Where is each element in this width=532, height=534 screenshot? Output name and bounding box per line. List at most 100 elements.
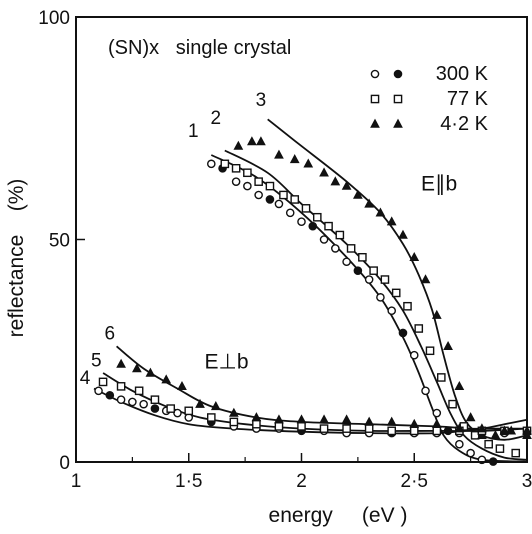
polarization-annotation: E∥b — [421, 173, 457, 196]
series-1-point — [398, 328, 408, 338]
series-2-point — [391, 288, 401, 298]
series-5-point — [134, 386, 144, 396]
series-6-point — [161, 374, 172, 384]
y-tick-label: 50 — [49, 231, 70, 252]
polarization-annotation: E⊥b — [205, 351, 249, 374]
series-1-point — [274, 199, 284, 209]
series-5-point — [206, 413, 216, 422]
series-1-point — [387, 306, 397, 316]
series-3-point — [420, 274, 431, 284]
series-2-point — [346, 244, 356, 253]
series-2-point — [511, 448, 521, 458]
series-1-point — [432, 408, 442, 418]
series-5-point — [116, 382, 126, 391]
legend-marker-open-circle — [370, 69, 380, 79]
series-6-point — [319, 414, 329, 424]
series-3-point — [330, 176, 341, 186]
legend-marker-open-square — [370, 94, 380, 104]
series-5-point — [409, 426, 419, 436]
series-3-point — [289, 154, 300, 164]
series-5-label: 5 — [91, 350, 102, 371]
series-4-point — [150, 404, 160, 413]
series-5-point — [342, 424, 351, 433]
y-tick-label: 100 — [38, 8, 70, 29]
series-2-point — [335, 230, 345, 240]
series-3-point — [398, 229, 408, 239]
series-6-point — [477, 423, 487, 433]
series-3-point — [341, 180, 352, 190]
series-3-point — [247, 136, 257, 146]
series-1-point — [421, 386, 430, 396]
series-3-point — [409, 251, 420, 261]
y-axis-label: reflectance (%) — [5, 179, 28, 338]
series-3-point — [256, 136, 266, 146]
series-2-point — [279, 190, 288, 200]
x-axis-label: energy (eV ) — [269, 504, 408, 527]
series-2-point — [448, 399, 457, 409]
legend-marker-dotted-square — [393, 94, 403, 104]
series-4-label: 4 — [80, 368, 91, 389]
series-2-point — [495, 444, 505, 453]
series-3-point — [386, 216, 397, 226]
x-tick-label: 2·5 — [401, 471, 428, 492]
series-6-point — [145, 367, 156, 377]
series-1-point — [364, 275, 374, 284]
series-2-point — [484, 439, 493, 449]
series-1-point — [254, 190, 263, 200]
series-3-point — [443, 340, 453, 350]
series-1-point — [319, 235, 329, 244]
series-3-point — [465, 412, 476, 422]
series-2-label: 2 — [211, 108, 222, 129]
series-1-point — [265, 195, 275, 204]
series-2-point — [220, 159, 230, 169]
series-6-point — [386, 416, 397, 426]
legend-label: 4·2 K — [440, 113, 488, 135]
series-5-point — [387, 426, 397, 436]
series-1-point — [297, 217, 306, 226]
series-2-point — [369, 266, 378, 275]
series-4-point — [94, 386, 103, 396]
chart-title: (SN)x single crystal — [108, 37, 291, 59]
series-2-point — [312, 212, 322, 222]
series-1-label: 1 — [188, 121, 199, 142]
series-1-point — [443, 426, 453, 436]
x-tick-label: 1 — [71, 471, 82, 492]
series-5-point — [98, 377, 108, 387]
series-2-point — [243, 168, 252, 178]
series-2-point — [265, 181, 275, 191]
series-1-point — [285, 208, 295, 218]
series-6-point — [499, 425, 510, 435]
series-2-point — [358, 252, 367, 262]
series-3-point — [454, 381, 465, 391]
x-tick-label: 3 — [522, 471, 532, 492]
series-3-point — [303, 158, 314, 168]
series-4-point — [128, 397, 137, 407]
series-3-point — [274, 149, 284, 159]
series-4-point — [173, 408, 182, 418]
series-1-point — [409, 350, 419, 360]
series-2-point — [437, 373, 446, 382]
series-6-point — [251, 412, 262, 422]
series-5-point — [166, 404, 176, 413]
series-3-point — [431, 309, 442, 319]
legend-marker-filled-triangle — [370, 118, 380, 128]
series-5-point — [184, 406, 194, 416]
series-4-point — [139, 399, 148, 409]
series-6-label: 6 — [105, 324, 116, 345]
series-3-point — [364, 198, 375, 208]
series-3-point — [490, 429, 501, 439]
legend-label: 77 K — [447, 88, 489, 110]
series-6-point — [116, 358, 126, 368]
series-3-point — [319, 167, 329, 177]
series-6-point — [431, 418, 442, 428]
series-5-point — [252, 419, 261, 429]
series-6-point — [274, 414, 284, 424]
series-2-point — [425, 346, 435, 356]
legend-marker-filled-circle — [393, 69, 403, 79]
series-5-point — [364, 424, 374, 433]
series-3-point — [353, 189, 363, 199]
series-2-point — [380, 275, 390, 284]
series-1-point — [455, 439, 464, 449]
